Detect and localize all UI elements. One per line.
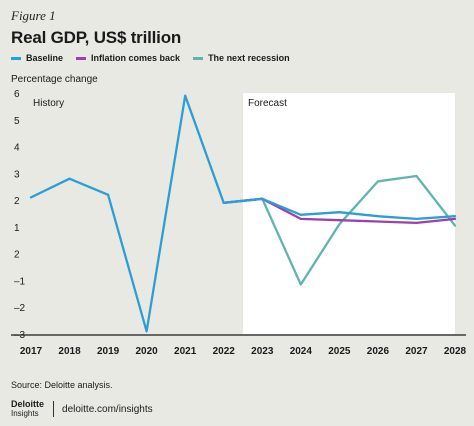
chart-title: Real GDP, US$ trillion — [11, 28, 182, 47]
x-tick-label: 2022 — [213, 346, 236, 357]
x-tick-label: 2021 — [174, 346, 197, 357]
x-tick-label: 2028 — [444, 346, 467, 357]
legend-item-inflation: Inflation comes back — [76, 53, 180, 63]
brand-sub: Insights — [11, 409, 39, 418]
x-tick-label: 2027 — [405, 346, 428, 357]
legend-label-baseline: Baseline — [26, 53, 64, 63]
y-tick-label: 2 — [14, 196, 20, 207]
brand-name: Deloitte — [11, 399, 45, 409]
series-line-baseline — [29, 94, 457, 333]
y-tick-label: 1 — [14, 223, 20, 234]
footer: Deloitte Insights deloitte.com/insights — [11, 399, 153, 419]
region-label-forecast: Forecast — [248, 98, 287, 109]
y-tick-label: 5 — [14, 116, 20, 127]
deloitte-logo: Deloitte Insights — [11, 399, 45, 419]
x-tick-label: 2024 — [290, 346, 313, 357]
y-tick-label: –2 — [14, 303, 26, 314]
region-label-history: History — [33, 98, 64, 109]
x-tick-label: 2019 — [97, 346, 120, 357]
legend-item-recession: The next recession — [193, 53, 290, 63]
x-tick-label: 2017 — [20, 346, 43, 357]
x-tick-label: 2018 — [58, 346, 81, 357]
legend-item-baseline: Baseline — [11, 53, 63, 63]
y-tick-label: –1 — [14, 276, 26, 287]
footer-divider — [53, 401, 55, 417]
legend-swatch-inflation — [76, 56, 87, 60]
y-tick-label: 4 — [14, 143, 20, 154]
legend-swatch-recession — [193, 56, 204, 60]
x-tick-label: 2020 — [136, 346, 159, 357]
site-link[interactable]: deloitte.com/insights — [62, 403, 153, 415]
chart-legend: Baseline Inflation comes back The next r… — [11, 53, 303, 63]
y-tick-label: 2 — [14, 250, 20, 261]
figure-label: Figure 1 — [11, 8, 56, 23]
x-tick-label: 2026 — [367, 346, 390, 357]
source-note: Source: Deloitte analysis. — [11, 380, 113, 390]
y-axis-label: Percentage change — [11, 74, 98, 85]
x-tick-label: 2023 — [251, 346, 274, 357]
y-tick-label: 6 — [14, 89, 20, 100]
legend-label-recession: The next recession — [208, 53, 290, 63]
x-tick-label: 2025 — [328, 346, 351, 357]
y-tick-label: 3 — [14, 169, 20, 180]
legend-swatch-baseline — [11, 56, 21, 60]
legend-label-inflation: Inflation comes back — [91, 53, 181, 63]
